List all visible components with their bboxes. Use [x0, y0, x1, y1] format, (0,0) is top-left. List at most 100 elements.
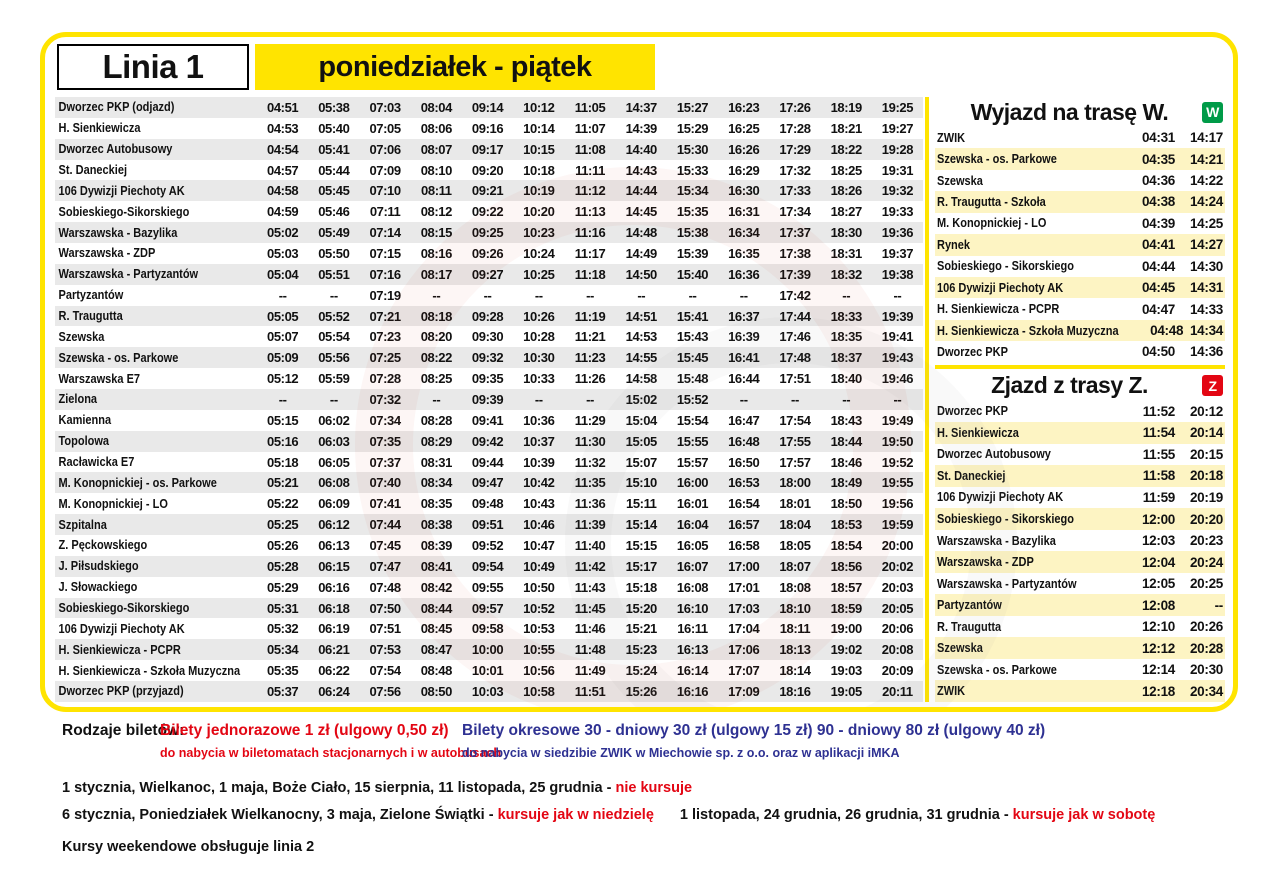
- departure-time: 18:59: [830, 600, 863, 616]
- time-1: 04:39: [1141, 215, 1175, 231]
- departure-time: 05:49: [318, 225, 350, 241]
- departure-time: 16:29: [728, 162, 760, 178]
- time-1: 12:03: [1141, 533, 1175, 549]
- departure-time: --: [637, 287, 646, 303]
- departure-time: 19:05: [830, 683, 863, 699]
- wyjazd-panel: Wyjazd na trasę W. W ZWIK 04:31 14:17 Szews…: [935, 97, 1225, 363]
- timetable-row: 106 Dywizji Piechoty AK 04:58 05:45 07:10 08…: [55, 180, 923, 202]
- departure-time: 19:41: [881, 329, 914, 345]
- departure-time: 15:35: [676, 204, 709, 220]
- departure-time: 11:16: [574, 225, 606, 241]
- departure-time: 05:21: [266, 475, 299, 491]
- departure-time: 19:49: [881, 412, 914, 428]
- single-ticket-where: do nabycia w biletomatach stacjonarnych …: [160, 746, 502, 760]
- departure-time: 11:36: [574, 496, 606, 512]
- side-row: Warszawska - ZDP 12:04 20:24: [935, 551, 1225, 573]
- departure-time: 07:14: [369, 225, 401, 241]
- departure-time: 18:53: [830, 517, 863, 533]
- departure-time: 18:57: [830, 579, 863, 595]
- departure-time: --: [586, 287, 594, 303]
- time-2: 20:14: [1189, 425, 1223, 441]
- departure-time: 15:21: [625, 621, 658, 637]
- departure-time: 06:02: [318, 412, 350, 428]
- departure-time: 08:42: [420, 579, 453, 595]
- departure-time: 09:28: [471, 308, 504, 324]
- timetable-row: Kamienna 05:15 06:02 07:34 08:28 09:41 10:36 11…: [55, 410, 923, 431]
- stop-name: Sobieskiego - Sikorskiego: [937, 512, 1074, 526]
- holidays1-status: nie kursuje: [615, 780, 693, 796]
- departure-time: 18:13: [779, 642, 811, 658]
- departure-time: 11:49: [574, 663, 606, 679]
- departure-time: 11:30: [574, 433, 606, 449]
- time-1: 12:10: [1141, 619, 1175, 635]
- departure-time: 15:48: [676, 371, 709, 387]
- time-2: 14:36: [1189, 344, 1223, 360]
- wyjazd-title: Wyjazd na trasę W.: [970, 98, 1169, 125]
- departure-time: 07:21: [369, 308, 401, 324]
- departure-time: 10:53: [523, 621, 555, 637]
- departure-time: 14:51: [625, 308, 658, 324]
- departure-time: 14:50: [625, 266, 658, 282]
- departure-time: 16:54: [728, 496, 760, 512]
- departure-time: 08:41: [420, 558, 453, 574]
- departure-time: --: [534, 287, 543, 303]
- stop-name: Dworzec Autobusowy: [58, 142, 173, 157]
- departure-time: 18:14: [779, 663, 811, 679]
- departure-time: --: [688, 287, 697, 303]
- departure-time: 15:54: [676, 412, 709, 428]
- departure-time: 18:26: [830, 183, 863, 199]
- departure-time: 05:16: [266, 433, 299, 449]
- departure-time: 10:23: [523, 225, 555, 241]
- stop-name: St. Daneckiej: [58, 163, 128, 177]
- time-1: 04:41: [1141, 237, 1175, 253]
- departure-time: 06:16: [318, 579, 350, 595]
- departure-time: 15:55: [676, 433, 709, 449]
- stop-name: Dworzec PKP (przyjazd): [58, 684, 184, 699]
- departure-time: 15:26: [625, 683, 658, 699]
- departure-time: 11:08: [574, 141, 606, 157]
- time-2: 20:15: [1189, 446, 1223, 462]
- stop-name: Partyzantów: [58, 288, 124, 303]
- departure-time: 18:04: [779, 517, 811, 533]
- departure-time: 11:39: [574, 517, 606, 533]
- departure-time: 16:41: [728, 350, 760, 366]
- departure-time: 18:32: [830, 266, 863, 282]
- departure-time: --: [893, 287, 902, 303]
- stop-name: Dworzec PKP (odjazd): [58, 100, 175, 115]
- time-1: 04:47: [1141, 301, 1175, 317]
- stop-name: Kamienna: [58, 413, 112, 428]
- departure-time: 16:30: [728, 183, 760, 199]
- departure-time: 15:34: [676, 183, 709, 199]
- departure-time: 14:48: [625, 225, 658, 241]
- departure-time: 18:54: [830, 537, 863, 553]
- departure-time: 18:49: [830, 475, 863, 491]
- stop-name: ZWIK: [937, 130, 966, 145]
- departure-time: 10:39: [523, 454, 555, 470]
- departure-time: 09:25: [471, 225, 504, 241]
- departure-time: 05:07: [266, 329, 299, 345]
- time-1: 12:18: [1141, 683, 1175, 699]
- departure-time: 15:38: [676, 225, 709, 241]
- departure-time: 07:56: [369, 683, 401, 699]
- timetable-row: J. Słowackiego 05:29 06:16 07:48 08:42 09:55 1…: [55, 577, 923, 598]
- departure-time: 10:26: [523, 308, 555, 324]
- departure-time: 19:02: [830, 642, 863, 658]
- departure-time: 11:18: [574, 266, 606, 282]
- departure-time: 08:07: [420, 141, 453, 157]
- time-1: 04:48: [1150, 323, 1184, 338]
- departure-time: 09:55: [471, 579, 504, 595]
- departure-time: 08:35: [420, 496, 453, 512]
- time-2: 14:33: [1189, 301, 1223, 317]
- departure-time: 11:43: [574, 579, 606, 595]
- time-1: 04:45: [1141, 280, 1175, 296]
- departure-time: 17:00: [728, 558, 760, 574]
- departure-time: 18:07: [779, 558, 811, 574]
- departure-time: 10:19: [523, 183, 555, 199]
- time-1: 11:59: [1142, 489, 1176, 505]
- departure-time: 10:25: [523, 266, 555, 282]
- departure-time: 05:25: [266, 517, 299, 533]
- departure-time: 15:30: [676, 141, 709, 157]
- time-2: 14:17: [1189, 130, 1223, 146]
- departure-time: 15:23: [625, 642, 658, 658]
- departure-time: 07:11: [369, 204, 401, 220]
